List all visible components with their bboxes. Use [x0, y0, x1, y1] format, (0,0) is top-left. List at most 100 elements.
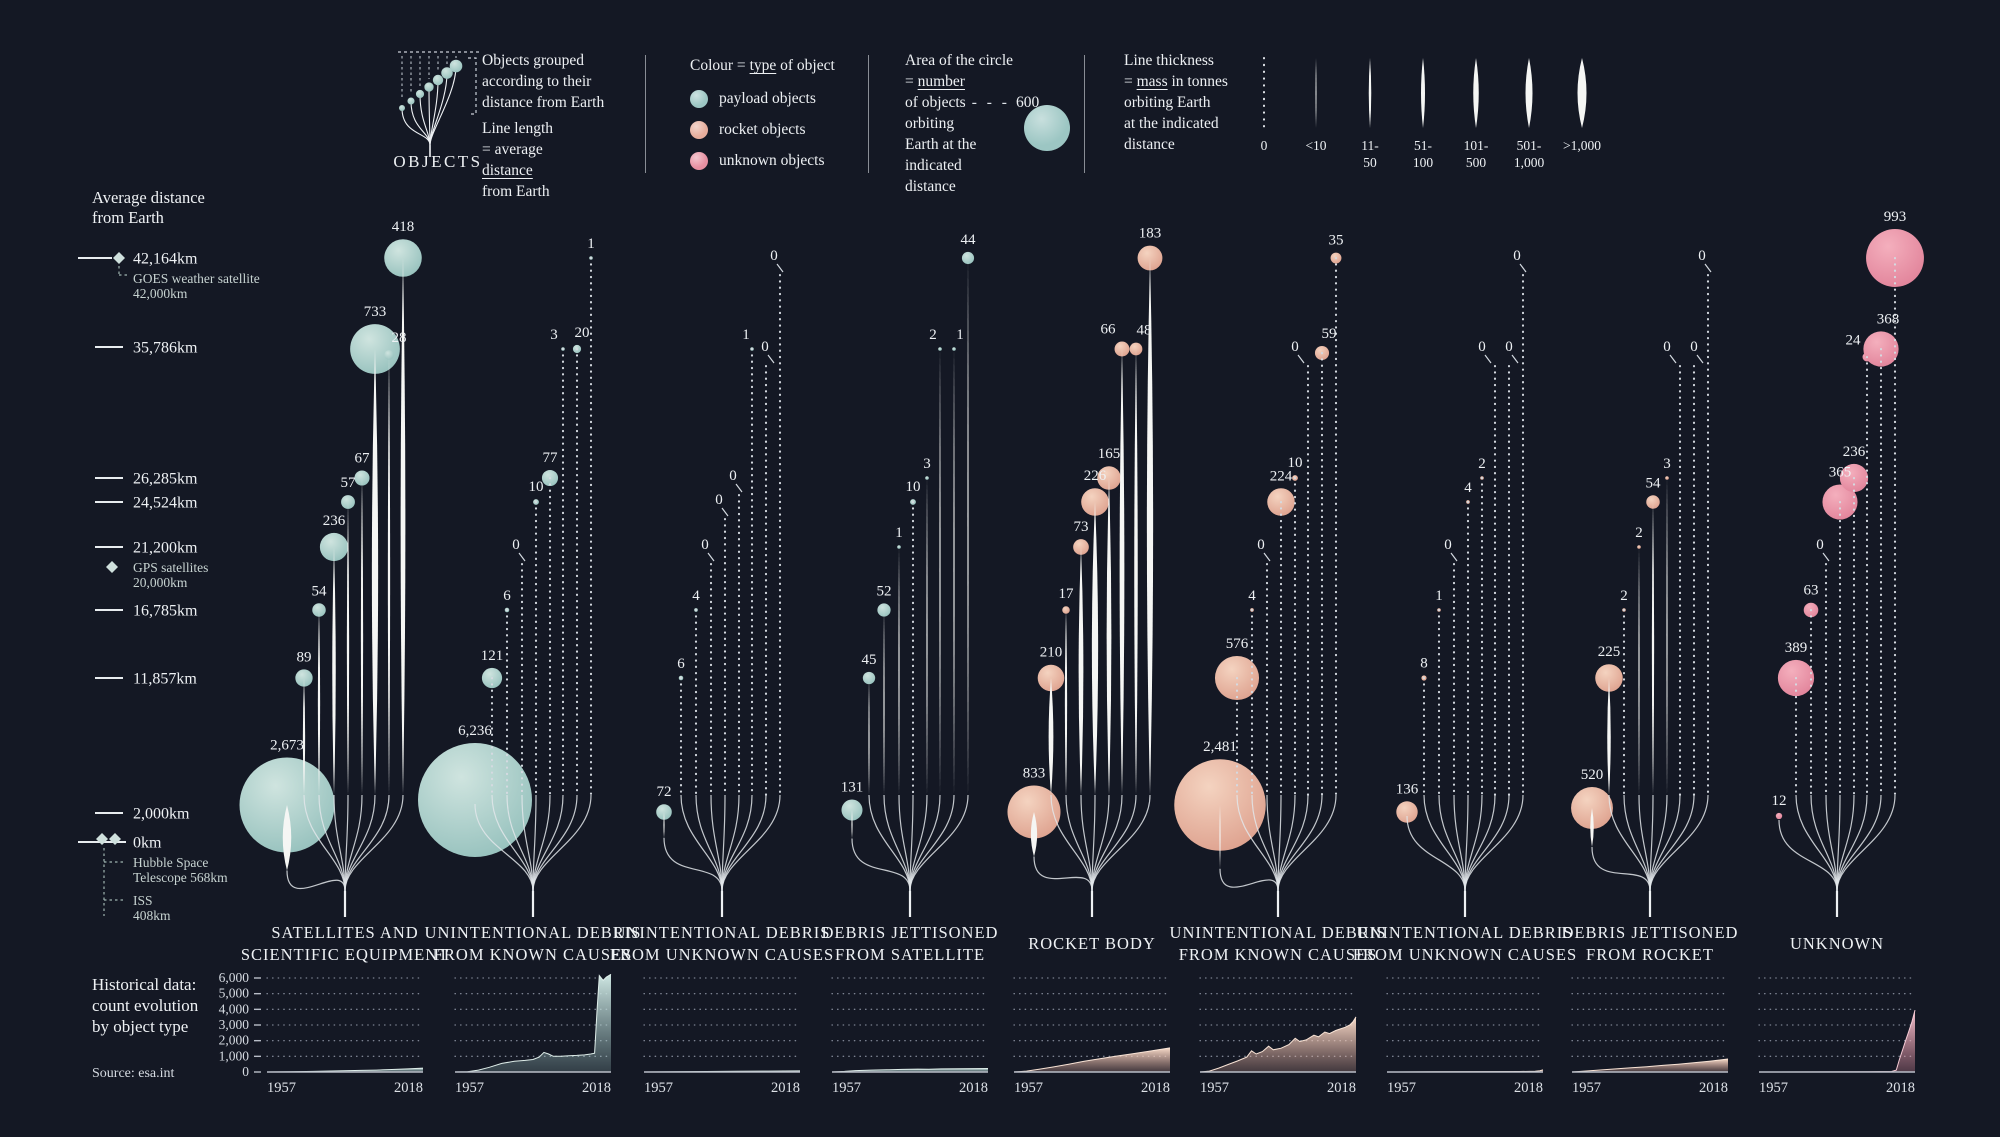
count-circle	[1775, 812, 1783, 820]
strand-mass-lens	[332, 547, 336, 795]
zero-slash	[1669, 354, 1677, 364]
group-label: UNINTENTIONAL DEBRIS	[1170, 923, 1387, 942]
count-label: 576	[1226, 636, 1249, 652]
history-year-start: 1957	[1387, 1080, 1416, 1096]
thickness-scale-lens	[1421, 58, 1425, 128]
legend-line-length-line: Line length	[482, 120, 554, 137]
strand-mass-lens	[1078, 547, 1084, 795]
legend-line-length-line: = average	[482, 141, 543, 158]
count-label-zero: 0	[770, 248, 778, 264]
count-label: 44	[961, 232, 977, 248]
strand-mass-lens	[371, 349, 379, 795]
strand-tail	[868, 794, 911, 892]
count-label: 2	[1620, 588, 1628, 604]
legend-line-length-underlined: distance	[482, 162, 533, 179]
group-label: SATELLITES AND	[271, 923, 418, 942]
legend-thickness-line: distance	[1124, 136, 1175, 153]
legend-item-label: payload objects	[719, 90, 816, 107]
legend-item-payload: payload objects	[690, 88, 824, 109]
history-year-start: 1957	[1200, 1080, 1229, 1096]
legend-divider	[645, 55, 646, 173]
zero-slash	[1297, 354, 1305, 364]
dashed-leader: - - -	[971, 94, 1010, 111]
count-label: 28	[392, 330, 407, 346]
strand-tail	[1091, 794, 1151, 892]
legend-colour-title-post: of object	[776, 57, 835, 74]
count-label: 8	[1420, 655, 1428, 671]
thickness-scale-label: 500	[1466, 155, 1487, 170]
axis-tick-label: 0km	[133, 835, 162, 852]
history-area	[1759, 1010, 1915, 1072]
thickness-scale-lens	[1473, 58, 1479, 128]
history-year-end: 2018	[582, 1080, 611, 1096]
count-label: 63	[1804, 583, 1819, 599]
history-area	[832, 1068, 988, 1072]
strand-tail	[1836, 794, 1896, 892]
count-label: 54	[312, 583, 328, 599]
zero-slash	[707, 552, 715, 562]
object-group-0: 2,673 89 54 236 57 67 733 28 418 SATELLITES AND SC…	[239, 219, 448, 964]
history-year-end: 2018	[771, 1080, 800, 1096]
thickness-scale-lens	[1577, 58, 1587, 128]
legend-thickness-pre: =	[1124, 73, 1137, 90]
count-label: 1	[956, 327, 964, 343]
strand-tail	[1219, 868, 1279, 892]
count-label: 236	[323, 513, 346, 529]
count-label: 418	[392, 219, 415, 235]
count-label-zero: 0	[1698, 248, 1706, 264]
strand-mass-lens	[883, 610, 885, 795]
zero-slash	[1822, 552, 1830, 562]
count-label-zero: 0	[1478, 339, 1486, 355]
strand-mass-lens	[400, 258, 406, 795]
legend-area-line: Earth at the	[905, 136, 977, 153]
legend-area-line: of objects	[905, 94, 966, 111]
legend-area-line: indicated	[905, 157, 962, 174]
count-label: 993	[1884, 209, 1907, 225]
axis-tick-label: 24,524km	[133, 495, 198, 512]
count-label: 10	[1288, 455, 1303, 471]
count-label: 35	[1329, 233, 1344, 249]
payload-swatch-icon	[690, 89, 708, 108]
strand-tail	[1050, 794, 1093, 892]
axis-annotation: GPS satellites	[133, 560, 208, 575]
diamond-marker-icon	[96, 833, 108, 845]
count-label: 77	[543, 450, 559, 466]
object-group-8: 12 389 63 0 365 236 24 368 993 UNKNOWN	[1772, 209, 1924, 953]
strand-tail	[1810, 794, 1838, 892]
group-label: FROM KNOWN CAUSES	[1179, 945, 1378, 964]
strand-tail	[1423, 794, 1466, 892]
count-label: 72	[657, 784, 672, 800]
zero-slash	[767, 354, 775, 364]
axis-annotation: 408km	[133, 908, 171, 923]
count-label: 12	[1772, 793, 1787, 809]
history-year-end: 2018	[1886, 1080, 1915, 1096]
count-label: 24	[1846, 333, 1862, 349]
object-group-1: 6,236 121 6 0 10 77 3 20 1 UNINTENTIONAL DEBRIS FR…	[418, 236, 640, 964]
count-label: 67	[355, 450, 371, 466]
strand-tail	[286, 870, 346, 892]
zero-slash	[1704, 263, 1712, 273]
strand-mass-lens	[1651, 502, 1655, 795]
legend-thickness-underlined: mass	[1136, 73, 1168, 90]
legend-colour-title-pre: Colour =	[690, 57, 750, 74]
strand-tail	[1464, 794, 1510, 892]
legend-grouping-note: Objects grouped according to their dista…	[482, 50, 604, 113]
axis-annotation: Telescope 568km	[133, 870, 228, 885]
thickness-scale-label: 11-	[1361, 138, 1379, 153]
history-year-end: 2018	[1699, 1080, 1728, 1096]
legend-grouping-note-line: distance from Earth	[482, 94, 605, 111]
count-label: 17	[1059, 586, 1075, 602]
zero-slash	[1519, 263, 1527, 273]
history-area-outline	[454, 973, 612, 1073]
strand-mass-lens	[1638, 547, 1640, 795]
count-label: 54	[1646, 475, 1662, 491]
count-label: 2	[1478, 456, 1486, 472]
zero-slash	[721, 507, 729, 517]
strand-mass-lens	[1106, 478, 1112, 795]
count-label: 4	[692, 588, 700, 604]
strand-tail	[695, 794, 723, 892]
count-label: 121	[481, 648, 504, 664]
strand-tail	[344, 794, 404, 892]
strand-tail	[721, 794, 767, 892]
strand-mass-lens	[967, 258, 969, 795]
